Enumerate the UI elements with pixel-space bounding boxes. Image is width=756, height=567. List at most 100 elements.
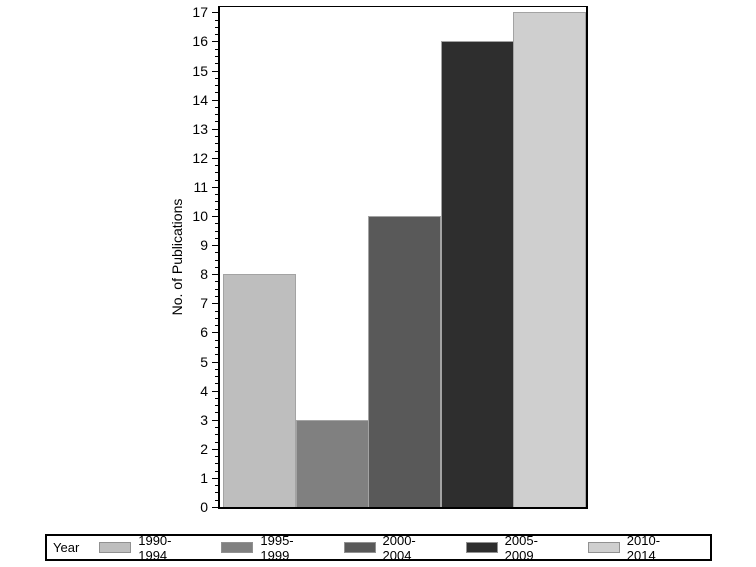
y-tick-minor xyxy=(215,369,218,370)
y-tick-major xyxy=(212,362,218,363)
legend-swatch xyxy=(465,542,498,553)
y-tick-minor xyxy=(215,143,218,144)
y-tick-minor xyxy=(215,442,218,443)
y-tick-minor xyxy=(215,485,218,486)
y-tick-major xyxy=(212,245,218,246)
y-tick-minor xyxy=(215,325,218,326)
y-tick-minor xyxy=(215,34,218,35)
y-tick-major xyxy=(212,12,218,13)
y-tick-major xyxy=(212,158,218,159)
y-tick-label: 13 xyxy=(192,121,208,137)
legend-item-label: 2010-2014 xyxy=(626,532,661,563)
y-tick-minor xyxy=(215,405,218,406)
y-tick-minor xyxy=(215,121,218,122)
y-tick-minor xyxy=(215,172,218,173)
legend: Year 1990-1994 1995-1999 2000-2004 2005-200… xyxy=(45,532,712,563)
y-tick-minor xyxy=(215,463,218,464)
y-tick-minor xyxy=(215,383,218,384)
y-tick-minor xyxy=(215,238,218,239)
y-tick-label: 12 xyxy=(192,150,208,166)
y-tick-minor xyxy=(215,311,218,312)
y-tick-minor xyxy=(215,376,218,377)
y-tick-minor xyxy=(215,223,218,224)
legend-swatch xyxy=(221,542,254,553)
y-axis: 0 1 2 3 4 5 6 7 8 9 10 11 12 13 14 15 16 17 xyxy=(170,4,218,515)
y-tick-minor xyxy=(215,434,218,435)
legend-item-label: 1995-1999 xyxy=(260,532,294,563)
y-tick-label: 15 xyxy=(192,63,208,79)
y-tick-minor xyxy=(215,165,218,166)
y-tick-major xyxy=(212,71,218,72)
legend-item-label: 2005-2009 xyxy=(504,532,538,563)
y-tick-label: 10 xyxy=(192,208,208,224)
y-tick-label: 14 xyxy=(192,92,208,108)
y-tick-label: 7 xyxy=(200,295,208,311)
y-tick-label: 6 xyxy=(200,324,208,340)
y-tick-minor xyxy=(215,260,218,261)
y-tick-minor xyxy=(215,151,218,152)
legend-item-label: 2000-2004 xyxy=(382,532,416,563)
y-tick-minor xyxy=(215,500,218,501)
y-tick-major xyxy=(212,303,218,304)
y-tick-label: 11 xyxy=(193,179,208,195)
legend-title: Year xyxy=(53,540,80,555)
y-tick-major xyxy=(212,420,218,421)
y-tick-minor xyxy=(215,49,218,50)
y-tick-label: 16 xyxy=(192,33,208,49)
y-tick-minor xyxy=(215,180,218,181)
y-tick-major xyxy=(212,274,218,275)
y-tick-major xyxy=(212,216,218,217)
y-tick-major xyxy=(212,100,218,101)
y-tick-minor xyxy=(215,340,218,341)
y-tick-label: 1 xyxy=(200,470,208,486)
y-tick-label: 4 xyxy=(200,383,208,399)
y-tick-label: 9 xyxy=(200,237,208,253)
y-tick-minor xyxy=(215,456,218,457)
legend-item-2005-2009: 2005-2009 xyxy=(465,532,563,563)
y-tick-minor xyxy=(215,492,218,493)
plot-area xyxy=(218,6,588,509)
y-tick-label: 5 xyxy=(200,354,208,370)
y-tick-major xyxy=(212,332,218,333)
bar-2010-2014 xyxy=(513,12,586,507)
y-tick-minor xyxy=(215,281,218,282)
legend-item-1995-1999: 1995-1999 xyxy=(221,533,318,563)
y-tick-major xyxy=(212,41,218,42)
y-tick-minor xyxy=(215,20,218,21)
y-tick-minor xyxy=(215,231,218,232)
legend-swatch xyxy=(99,542,132,553)
y-tick-minor xyxy=(215,27,218,28)
legend-swatch xyxy=(343,542,376,553)
y-tick-major xyxy=(212,449,218,450)
y-tick-minor xyxy=(215,296,218,297)
y-tick-minor xyxy=(215,354,218,355)
y-tick-minor xyxy=(215,318,218,319)
bar-2000-2004 xyxy=(368,216,441,507)
y-tick-minor xyxy=(215,289,218,290)
bar-1995-1999 xyxy=(296,420,369,507)
y-tick-minor xyxy=(215,85,218,86)
y-tick-major xyxy=(212,391,218,392)
y-tick-minor xyxy=(215,56,218,57)
legend-item-2000-2004: 2000-2004 xyxy=(343,532,441,563)
y-tick-minor xyxy=(215,209,218,210)
y-tick-minor xyxy=(215,78,218,79)
y-tick-label: 17 xyxy=(192,4,208,20)
y-tick-major xyxy=(212,129,218,130)
y-tick-major xyxy=(212,478,218,479)
y-tick-minor xyxy=(215,194,218,195)
y-tick-label: 2 xyxy=(200,441,208,457)
y-tick-major xyxy=(212,187,218,188)
y-tick-minor xyxy=(215,107,218,108)
legend-item-2010-2014: 2010-2014 xyxy=(587,532,685,563)
y-tick-minor xyxy=(215,412,218,413)
y-tick-minor xyxy=(215,63,218,64)
y-tick-minor xyxy=(215,252,218,253)
y-tick-minor xyxy=(215,267,218,268)
bar-1990-1994 xyxy=(223,274,296,507)
y-tick-minor xyxy=(215,92,218,93)
y-tick-label: 0 xyxy=(200,499,208,515)
y-tick-minor xyxy=(215,201,218,202)
legend-item-label: 1990-1994 xyxy=(138,532,172,563)
